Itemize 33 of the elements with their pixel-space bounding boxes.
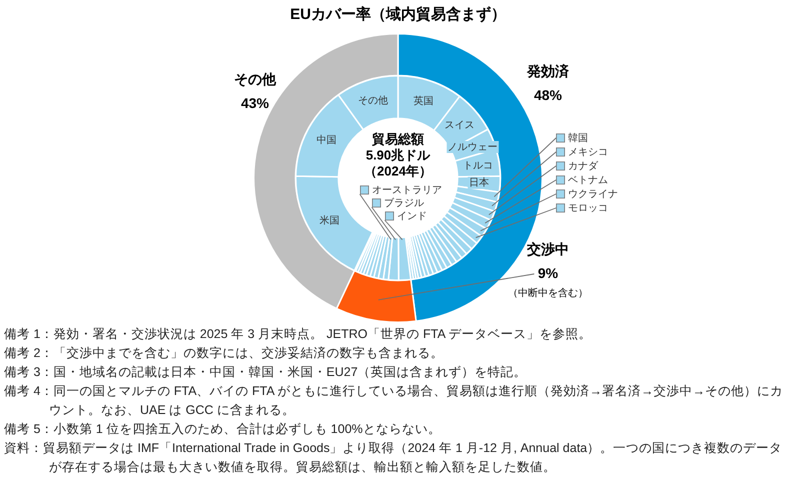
legend-label: メキシコ bbox=[568, 146, 608, 158]
legend-label: モロッコ bbox=[568, 202, 608, 214]
text: 貿易総額 bbox=[371, 132, 424, 147]
legend-label: オーストラリア bbox=[372, 184, 442, 196]
slice-label: その他 bbox=[358, 94, 388, 107]
text: 資料：貿易額データは IMF「International Trade in Goods」より取得（2024 年 1 月-12 月, Annual data）。一つの国につき複数のデータが存在する場合は最も大きい数値を取得。貿易総額は、輸出額と輸入額を足した数値。 bbox=[4, 440, 784, 476]
slice-label: 交渉中 bbox=[526, 240, 569, 257]
slice-label: 中国 bbox=[316, 134, 336, 146]
text: （中断中を含む） bbox=[508, 286, 588, 299]
slice-label: スイス bbox=[444, 120, 474, 132]
legend-label: カナダ bbox=[568, 160, 599, 172]
text: 備考 1：発効・署名・交渉状況は 2025 年 3 月末時点。 JETRO「世界の FTA データベース」を参照。 bbox=[4, 326, 592, 343]
text: 備考 4：同一の国とマルチの FTA、バイの FTA がともに進行している場合、貿易額は進行順（発効済→署名済→交渉中→その他）にカウント。なお、UAE は GCC に含まれる。 bbox=[4, 383, 784, 419]
chart-title: EUカバー率（域内貿易含まず） bbox=[290, 5, 506, 24]
slice-label: 発効済 bbox=[526, 62, 570, 79]
text: （2024年） bbox=[364, 164, 432, 179]
data-label: 43% bbox=[240, 94, 270, 111]
text: 備考 5：小数第 1 位を四捨五入のため、合計は必ずしも 100%とならない。 bbox=[4, 421, 442, 438]
slice-label: トルコ bbox=[462, 160, 493, 172]
slice-label: その他 bbox=[234, 70, 277, 87]
legend-label: 韓国 bbox=[568, 132, 588, 144]
text: 備考 3：国・地域名の記載は日本・中国・韓国・米国・EU27（英国は含まれず）を特記。 bbox=[4, 364, 528, 381]
slice-label: 米国 bbox=[319, 214, 340, 226]
legend-label: インド bbox=[397, 210, 427, 222]
legend-label: ベトナム bbox=[568, 174, 608, 186]
text: 備考 2：「交渉中までを含む」の数字には、交渉妥結済の数字も含まれる。 bbox=[4, 345, 444, 362]
legend-label: ブラジル bbox=[384, 196, 424, 209]
slice-label: 英国 bbox=[414, 95, 434, 108]
text: 5.90兆ドル bbox=[366, 148, 432, 163]
data-label: 9% bbox=[538, 264, 559, 281]
data-label: 48% bbox=[534, 86, 563, 103]
slice-label: 日本 bbox=[468, 176, 489, 189]
legend-label: ウクライナ bbox=[568, 188, 618, 200]
